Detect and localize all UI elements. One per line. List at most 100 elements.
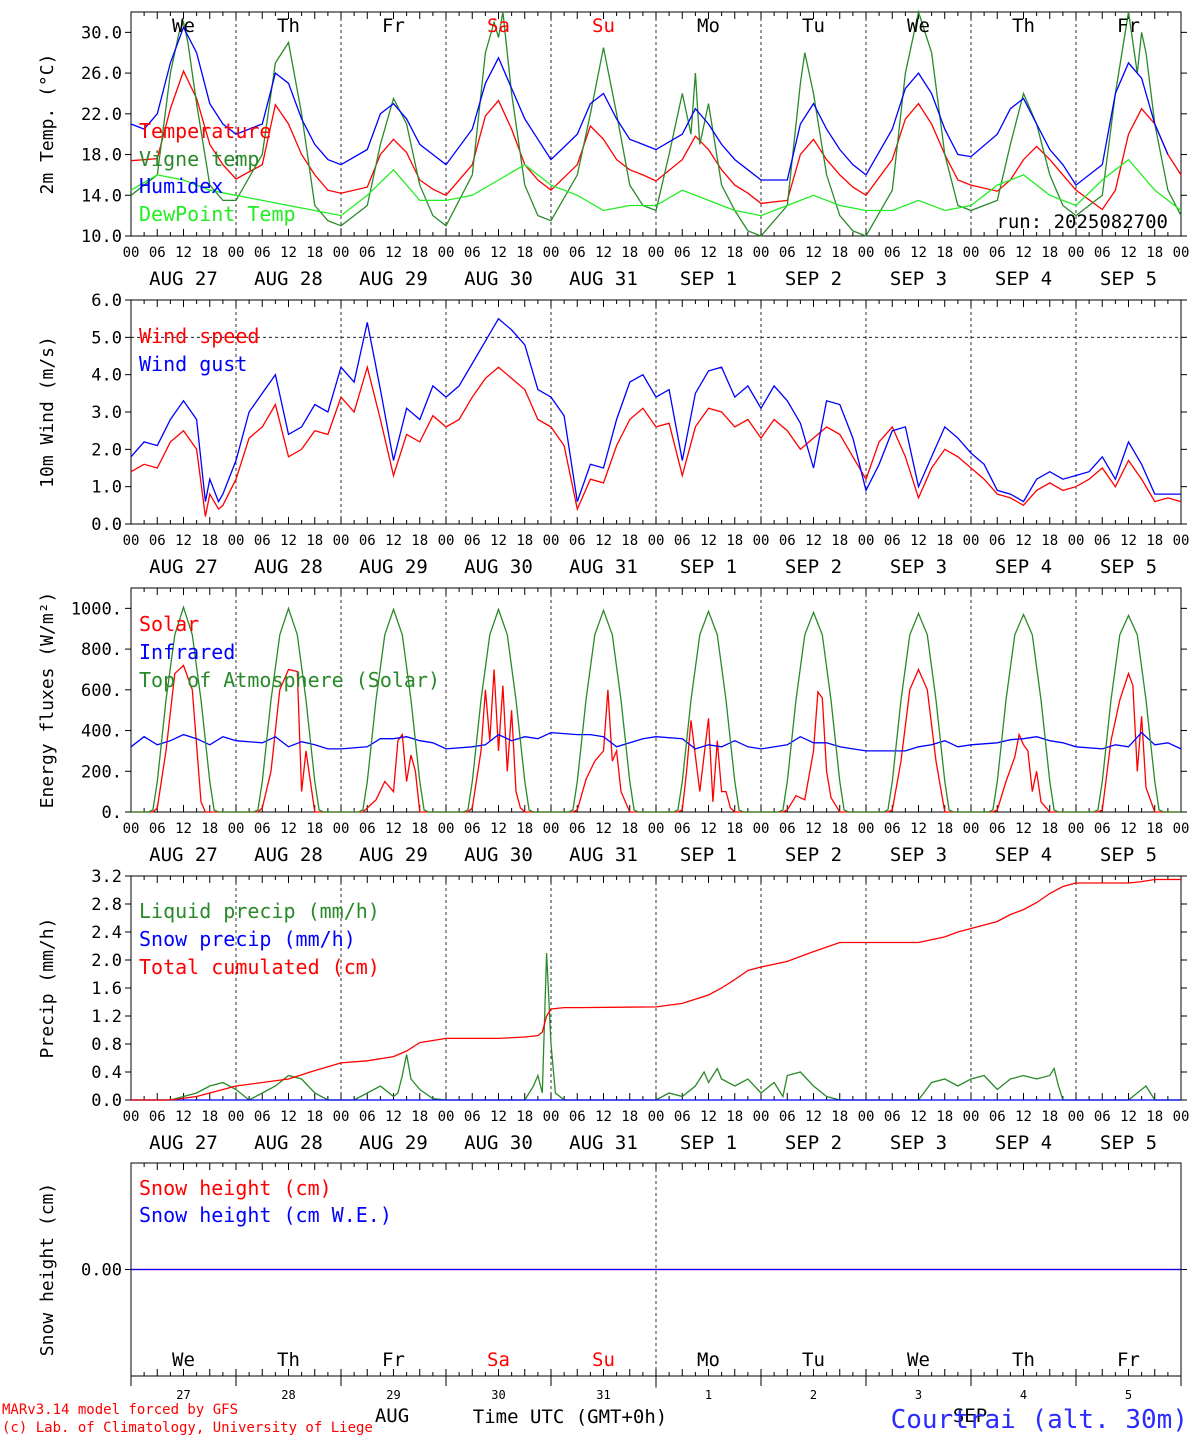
hour-label: 00 [648, 533, 665, 549]
hour-label: 12 [595, 245, 612, 261]
hour-label: 18 [726, 533, 743, 549]
date-label: SEP 5 [1100, 556, 1157, 578]
date-label: AUG 28 [254, 844, 323, 866]
hour-label: 06 [254, 821, 271, 837]
energy-series-2 [131, 605, 1181, 813]
hour-label: 00 [1068, 533, 1085, 549]
y-tick-label: 2.0 [91, 951, 122, 971]
hour-label: 18 [726, 821, 743, 837]
bottom-day-number: 2 [810, 1388, 817, 1402]
hour-label: 12 [385, 245, 402, 261]
temperature-ylabel: 2m Temp. (°C) [37, 54, 58, 195]
temperature-series-0 [130, 69, 1182, 211]
hour-label: 06 [254, 533, 271, 549]
hour-label: 00 [753, 245, 770, 261]
y-tick-label: 400. [81, 722, 122, 742]
bottom-day-number: 30 [491, 1388, 505, 1402]
hour-label: 12 [490, 1109, 507, 1125]
hour-label: 06 [779, 1109, 796, 1125]
precip-legend-2: Total cumulated (cm) [139, 955, 380, 979]
y-tick-label: 0.0 [91, 1091, 122, 1111]
hour-label: 06 [569, 1109, 586, 1125]
hour-label: 00 [543, 1109, 560, 1125]
hour-label: 18 [201, 533, 218, 549]
y-tick-label: 18.0 [81, 146, 122, 166]
temperature-legend-1: Vigne temp [139, 147, 259, 171]
hour-label: 00 [963, 533, 980, 549]
y-tick-label: 800. [81, 640, 122, 660]
hour-label: 18 [1146, 245, 1163, 261]
bottom-weekday-label: Tu [802, 1349, 825, 1371]
date-label: SEP 4 [995, 268, 1052, 290]
hour-label: 06 [359, 821, 376, 837]
hour-label: 00 [963, 821, 980, 837]
hour-label: 12 [805, 1109, 822, 1125]
hour-label: 18 [1146, 1109, 1163, 1125]
snow-legend-0: Snow height (cm) [139, 1176, 332, 1200]
precip-legend-0: Liquid precip (mm/h) [139, 899, 380, 923]
bottom-weekday-label: We [172, 1349, 195, 1371]
weekday-label: We [172, 15, 195, 37]
hour-label: 00 [1173, 245, 1190, 261]
y-tick-label: 3.0 [91, 403, 122, 423]
hour-label: 00 [543, 533, 560, 549]
date-label: AUG 28 [254, 268, 323, 290]
hour-label: 06 [674, 245, 691, 261]
hour-label: 00 [858, 1109, 875, 1125]
date-label: AUG 29 [359, 844, 428, 866]
hour-label: 06 [884, 533, 901, 549]
wind-legend-1: Wind gust [139, 352, 247, 376]
bottom-weekday-label: Th [1012, 1349, 1035, 1371]
y-tick-label: 1000. [71, 599, 122, 619]
hour-label: 00 [858, 533, 875, 549]
wind-series-0 [130, 364, 1182, 517]
station-name: Courtrai (alt. 30m) [891, 1405, 1188, 1435]
hour-label: 12 [385, 533, 402, 549]
hour-label: 18 [306, 821, 323, 837]
hour-label: 00 [123, 245, 140, 261]
weekday-label: Mo [697, 15, 720, 37]
hour-label: 06 [149, 1109, 166, 1125]
hour-label: 12 [175, 1109, 192, 1125]
weekday-label: Fr [1117, 15, 1140, 37]
date-label: AUG 27 [149, 844, 218, 866]
hour-label: 06 [989, 1109, 1006, 1125]
hour-label: 00 [1068, 1109, 1085, 1125]
hour-label: 18 [621, 821, 638, 837]
hour-label: 00 [753, 1109, 770, 1125]
hour-label: 12 [700, 245, 717, 261]
snow-legend-1: Snow height (cm W.E.) [139, 1203, 392, 1227]
wind-ylabel: 10m Wind (m/s) [37, 336, 58, 488]
hour-label: 00 [228, 821, 245, 837]
hour-label: 12 [280, 821, 297, 837]
y-tick-label: 4.0 [91, 366, 122, 386]
y-tick-label: 1.6 [91, 979, 122, 999]
bottom-weekday-label: Th [277, 1349, 300, 1371]
hour-label: 18 [201, 821, 218, 837]
hour-label: 18 [1146, 533, 1163, 549]
hour-label: 18 [831, 533, 848, 549]
y-tick-label: 2.0 [91, 440, 122, 460]
hour-label: 06 [254, 245, 271, 261]
y-tick-label: 3.2 [91, 867, 122, 887]
model-credit: MARv3.14 model forced by GFS [2, 1402, 239, 1418]
y-tick-label: 0.4 [91, 1063, 122, 1083]
date-label: SEP 4 [995, 556, 1052, 578]
hour-label: 18 [621, 1109, 638, 1125]
temperature-series-3 [130, 158, 1182, 217]
date-label: SEP 5 [1100, 268, 1157, 290]
hour-label: 18 [306, 533, 323, 549]
precip-series-2 [131, 878, 1181, 1101]
bottom-weekday-label: We [907, 1349, 930, 1371]
hour-label: 06 [779, 533, 796, 549]
bottom-weekday-label: Sa [487, 1349, 510, 1371]
hour-label: 12 [1015, 533, 1032, 549]
hour-label: 12 [280, 245, 297, 261]
date-label: AUG 30 [464, 844, 533, 866]
bottom-day-number: 5 [1125, 1388, 1132, 1402]
bottom-weekday-label: Mo [697, 1349, 720, 1371]
hour-label: 18 [516, 821, 533, 837]
weekday-label: Su [592, 15, 615, 37]
weekday-label: Fr [382, 15, 405, 37]
